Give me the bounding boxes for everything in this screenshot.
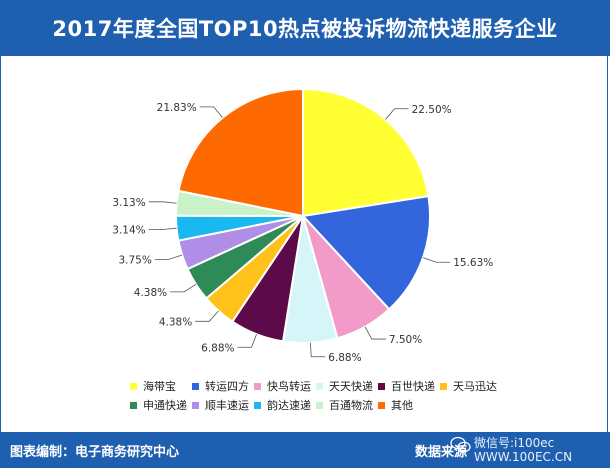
legend-label: 百通物流 [329, 399, 373, 412]
legend-item-10: 其他 [378, 397, 413, 413]
legend-item-8: 韵达速递 [254, 397, 311, 413]
legend-label: 顺丰速运 [205, 399, 249, 412]
leader-line-5 [195, 310, 219, 322]
footer-bar: 图表编制：电子商务研究中心 数据来源 微信号:i100ec WWW.100EC.… [0, 432, 610, 468]
legend-swatch [130, 401, 137, 409]
legend-item-0: 海带宝 [130, 378, 176, 394]
legend-item-4: 百世快递 [378, 378, 435, 394]
data-label-1: 15.63% [453, 257, 493, 269]
legend-swatch [130, 382, 137, 390]
legend-label: 海带宝 [143, 380, 176, 393]
pie-chart: 22.50% 15.63% 7.50% 6.88% 6.88% 4.38% 4.38% 3.7… [112, 87, 493, 364]
legend-label: 天天快递 [329, 380, 373, 393]
legend-swatch [316, 382, 323, 390]
legend-label: 其他 [391, 399, 413, 412]
leader-line-0 [385, 108, 409, 120]
legend-item-3: 天天快递 [316, 378, 373, 394]
data-label-8: 3.14% [112, 225, 145, 237]
legend-label: 快鸟转运 [267, 380, 311, 393]
legend-item-2: 快鸟转运 [254, 378, 311, 394]
legend-swatch [254, 401, 261, 409]
pie-slice-1 [300, 194, 431, 311]
legend-swatch [192, 382, 199, 390]
leader-line-1 [422, 257, 451, 263]
leader-line-2 [364, 326, 386, 340]
pie-slice-10 [177, 87, 304, 218]
leader-line-7 [154, 254, 183, 260]
wechat-icon [450, 436, 471, 453]
data-label-7: 3.75% [118, 254, 151, 266]
data-label-3: 6.88% [328, 352, 361, 364]
legend-swatch [378, 382, 385, 390]
legend-swatch [192, 401, 199, 409]
legend-item-7: 顺丰速运 [192, 397, 249, 413]
legend-label: 申通快递 [143, 399, 187, 412]
leader-line-10 [199, 106, 223, 118]
pie-slice-0 [302, 87, 430, 218]
leader-line-8 [148, 227, 177, 230]
legend-label: 天马迅达 [453, 380, 497, 393]
legend-swatch [378, 401, 385, 409]
legend-label: 转运四方 [205, 380, 249, 393]
data-label-0: 22.50% [412, 104, 452, 116]
legend-label: 韵达速递 [267, 399, 311, 412]
legend-label: 百世快递 [391, 380, 435, 393]
legend-item-9: 百通物流 [316, 397, 373, 413]
leader-line-9 [148, 201, 177, 204]
data-label-9: 3.13% [112, 197, 145, 209]
legend-swatch [316, 401, 323, 409]
chart-title: 2017年度全国TOP10热点被投诉物流快递服务企业 [0, 0, 610, 56]
leader-line-6 [170, 283, 197, 293]
footer-wechat-id: 微信号:i100ec [474, 436, 555, 450]
data-label-2: 7.50% [389, 334, 422, 346]
leader-line-4 [237, 334, 257, 348]
leader-line-3 [310, 342, 326, 358]
footer-site-url: WWW.100EC.CN [474, 450, 573, 464]
legend-item-6: 申通快递 [130, 397, 187, 413]
legend-item-5: 天马迅达 [440, 378, 497, 394]
footer-data-source: 数据来源 [415, 445, 468, 460]
legend-swatch [440, 382, 447, 390]
data-label-5: 4.38% [159, 316, 192, 328]
legend-swatch [254, 382, 261, 390]
data-label-6: 4.38% [134, 287, 167, 299]
footer-source-label: 图表编制：电子商务研究中心 [10, 445, 180, 460]
data-label-4: 6.88% [201, 342, 234, 354]
data-label-10: 21.83% [157, 102, 197, 114]
legend-item-1: 转运四方 [192, 378, 249, 394]
